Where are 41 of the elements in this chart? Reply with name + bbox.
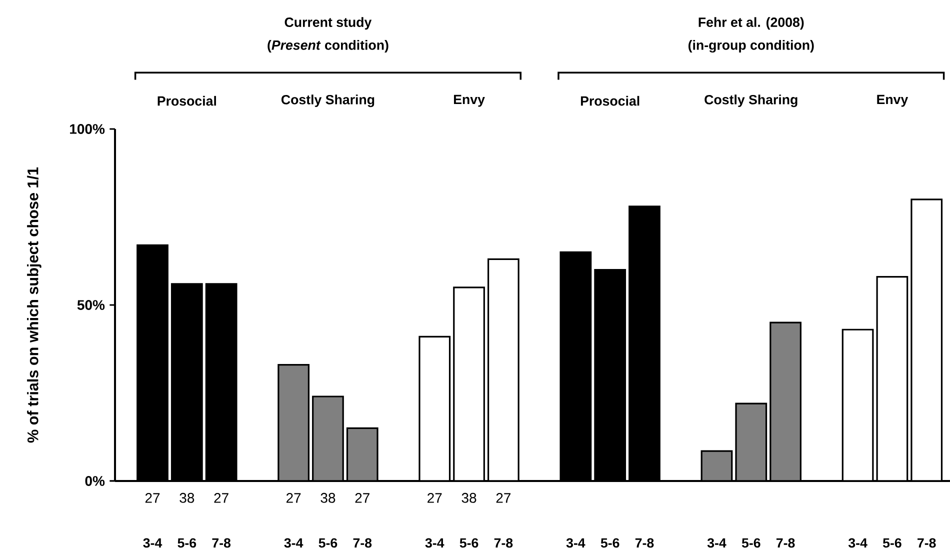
text: 27 (286, 493, 301, 503)
text: 38 (180, 492, 194, 503)
x-tick-label: 3-4 (566, 538, 586, 548)
x-tick-label: 5-6 (600, 538, 620, 548)
text: Fehr et al. (2008) (698, 17, 804, 30)
text: Costly Sharing (281, 94, 374, 108)
x-tick-label: 7-8 (635, 538, 654, 548)
text: 27 (214, 493, 228, 503)
x-tick-label: 7-8 (918, 538, 936, 548)
text: Prosocial (580, 96, 640, 106)
y-tick-label: 50% (77, 300, 105, 310)
x-tick-label: 5-6 (318, 538, 338, 548)
y-axis-title: % of trials on which subject chose 1/1 (27, 167, 42, 443)
text: Costly Sharing (704, 94, 798, 108)
text: (Present condition) (268, 40, 388, 52)
y-tick-label: 0% (85, 476, 105, 486)
x-tick-label: 5-6 (460, 538, 478, 548)
y-tick-label: 100% (70, 124, 105, 134)
x-tick-label: 3-4 (284, 538, 304, 548)
x-tick-label: 3-4 (707, 538, 726, 548)
x-tick-label: 7-8 (776, 538, 795, 548)
text: 38 (320, 492, 336, 503)
x-tick-label: 5-6 (882, 538, 902, 548)
x-tick-label: 3-4 (143, 538, 162, 548)
x-tick-label: 3-4 (425, 538, 444, 548)
text: Prosocial (158, 96, 216, 106)
x-tick-label: 3-4 (848, 538, 868, 548)
x-tick-label: 7-8 (353, 538, 372, 548)
x-tick-label: 7-8 (212, 538, 231, 548)
text: 27 (496, 493, 510, 503)
text: 38 (462, 492, 476, 503)
text: 27 (428, 493, 442, 503)
text: 27 (355, 493, 370, 503)
x-tick-label: 7-8 (494, 538, 513, 548)
text: Envy (877, 94, 908, 107)
x-tick-label: 5-6 (178, 538, 196, 548)
text: Envy (454, 94, 485, 107)
text: (in-group condition) (688, 40, 814, 53)
x-tick-label: 5-6 (742, 538, 760, 548)
text: Current study (284, 17, 372, 30)
text: 27 (145, 493, 160, 503)
